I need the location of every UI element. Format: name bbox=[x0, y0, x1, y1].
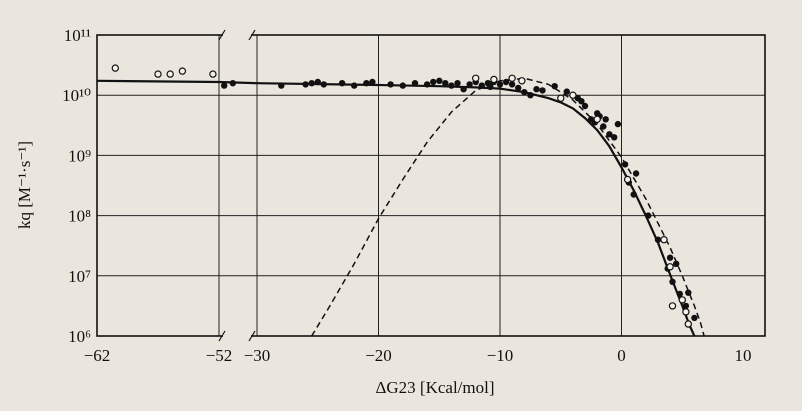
data-point-filled bbox=[611, 134, 618, 141]
y-tick-label: 10⁷ bbox=[68, 267, 91, 286]
data-point-filled bbox=[606, 131, 613, 138]
data-point-filled bbox=[460, 86, 467, 93]
data-point-filled bbox=[387, 81, 394, 88]
data-point-filled bbox=[600, 123, 607, 130]
x-tick-label: −52 bbox=[206, 346, 233, 365]
dashed-curve bbox=[311, 77, 705, 337]
data-point-filled bbox=[399, 82, 406, 89]
y-tick-label: 10¹⁰ bbox=[62, 86, 91, 105]
data-point-filled bbox=[521, 89, 528, 96]
data-point-filled bbox=[578, 98, 585, 105]
solid-curve bbox=[96, 79, 696, 337]
y-tick-label: 10⁶ bbox=[68, 327, 91, 346]
data-point-filled bbox=[676, 290, 683, 298]
data-point-open bbox=[557, 94, 565, 102]
data-point-filled bbox=[539, 87, 546, 94]
data-point-filled bbox=[363, 80, 370, 87]
data-point-open bbox=[593, 115, 601, 124]
data-point-open bbox=[209, 70, 217, 78]
data-point-open bbox=[678, 296, 687, 304]
y-axis-label: kq [M⁻¹·s⁻¹] bbox=[15, 141, 34, 229]
data-point-filled bbox=[669, 278, 676, 285]
x-tick-label: 10 bbox=[735, 346, 752, 365]
data-point-filled bbox=[221, 82, 228, 89]
data-point-filled bbox=[351, 82, 358, 89]
data-point-open bbox=[569, 91, 577, 99]
data-point-open bbox=[166, 70, 174, 78]
plot-area: 10⁶ 10⁷ 10⁸ 10⁹ 10¹⁰ 10¹¹ −62 −52 −30 −20 −10 0 10 bbox=[62, 26, 766, 365]
data-point-filled bbox=[645, 212, 652, 219]
x-tick-label: −62 bbox=[84, 346, 111, 365]
data-point-filled bbox=[278, 82, 285, 89]
data-point-open bbox=[154, 70, 162, 78]
data-point-open bbox=[684, 320, 693, 328]
data-point-filled bbox=[454, 80, 461, 87]
data-point-filled bbox=[338, 80, 346, 87]
data-point-filled bbox=[502, 78, 510, 86]
data-point-filled bbox=[691, 314, 698, 322]
data-point-open bbox=[178, 67, 187, 75]
data-point-filled bbox=[614, 120, 622, 128]
data-point-open bbox=[490, 75, 498, 84]
x-tick-label: 0 bbox=[617, 346, 626, 365]
data-point-open bbox=[111, 64, 120, 72]
data-point-filled bbox=[320, 81, 327, 88]
x-tick-label: −30 bbox=[244, 346, 271, 365]
plot-frame bbox=[96, 34, 766, 337]
y-tick-label: 10⁹ bbox=[68, 146, 91, 165]
data-point-open bbox=[660, 235, 668, 244]
data-point-filled bbox=[423, 81, 431, 88]
data-point-filled bbox=[682, 302, 690, 310]
data-point-open bbox=[472, 74, 480, 83]
data-point-open bbox=[666, 263, 674, 271]
data-point-filled bbox=[685, 289, 692, 296]
data-point-filled bbox=[673, 260, 680, 267]
data-point-filled bbox=[533, 86, 540, 93]
data-point-filled bbox=[515, 84, 522, 92]
data-point-filled bbox=[302, 81, 309, 88]
y-tick-label: 10⁸ bbox=[68, 207, 91, 226]
data-point-filled bbox=[448, 82, 455, 89]
data-point-filled bbox=[630, 191, 637, 198]
axis-break-mark bbox=[248, 330, 256, 342]
data-point-filled bbox=[602, 116, 609, 123]
data-point-filled bbox=[527, 92, 534, 99]
data-point-filled bbox=[436, 77, 443, 85]
data-point-filled bbox=[369, 78, 376, 86]
data-point-open bbox=[508, 74, 516, 83]
data-point-filled bbox=[621, 161, 629, 168]
data-point-filled bbox=[442, 80, 449, 87]
x-tick-label: −10 bbox=[487, 346, 514, 365]
data-point-open bbox=[668, 302, 677, 310]
data-point-filled bbox=[581, 102, 589, 110]
data-point-filled bbox=[466, 81, 473, 88]
data-point-filled bbox=[551, 83, 558, 90]
axis-break-mark bbox=[248, 29, 256, 41]
axis-break-mark bbox=[218, 330, 226, 342]
data-point-filled bbox=[478, 82, 485, 89]
x-tick-label: −20 bbox=[365, 346, 392, 365]
data-point-filled bbox=[411, 80, 419, 87]
y-tick-label: 10¹¹ bbox=[64, 26, 91, 45]
data-point-filled bbox=[508, 81, 516, 88]
axis-break-mark bbox=[218, 29, 226, 41]
data-point-open bbox=[518, 77, 526, 85]
data-point-filled bbox=[487, 83, 494, 91]
data-point-filled bbox=[666, 254, 674, 261]
data-point-filled bbox=[229, 80, 236, 87]
data-point-filled bbox=[308, 80, 315, 87]
data-point-filled bbox=[314, 78, 321, 86]
data-point-filled bbox=[496, 81, 504, 88]
data-point-filled bbox=[632, 170, 640, 177]
data-point-filled bbox=[563, 88, 570, 95]
data-point-open bbox=[623, 175, 632, 184]
data-point-filled bbox=[430, 78, 437, 86]
x-axis-label: ΔG23 [Kcal/mol] bbox=[375, 378, 494, 397]
data-point-filled bbox=[654, 236, 662, 243]
data-point-open bbox=[682, 308, 690, 316]
